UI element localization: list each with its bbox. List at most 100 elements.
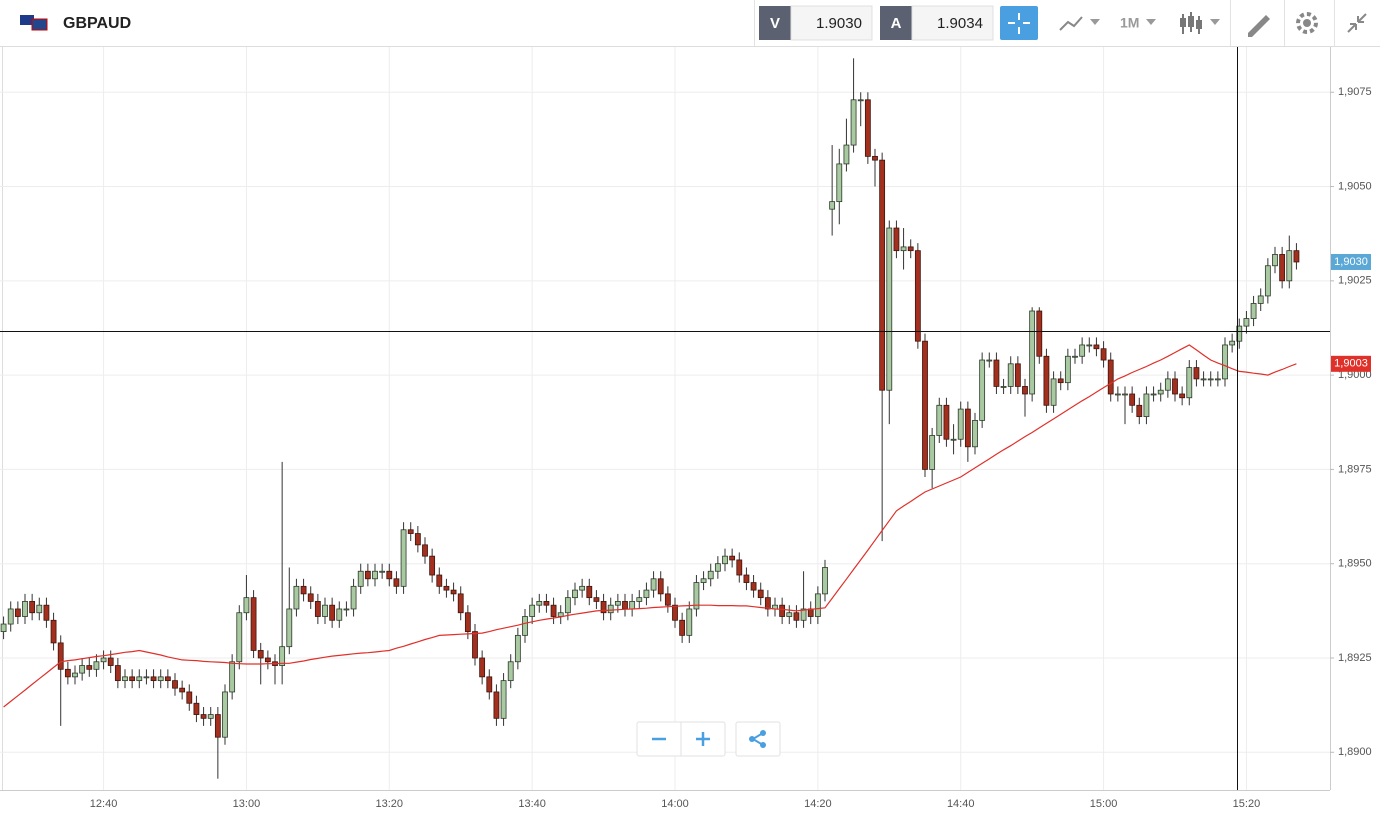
plot: 1,8900 1,8925 1,8950 1,8975 1,9000 1,9025 1,90… (0, 47, 1372, 810)
x-tick-label: 14:00 (661, 798, 689, 810)
symbol: GBPAUD (63, 15, 131, 32)
candle-body (1050, 378, 1057, 406)
candle-body (1022, 386, 1028, 395)
toolbar: GBPAUD V 1.9030 A 1.9034 1M (0, 0, 1380, 47)
candle-body (207, 714, 214, 719)
moving-average (3, 344, 1297, 708)
candles-icon-body (1196, 20, 1202, 29)
candle-body (407, 529, 414, 534)
candle-body (1172, 378, 1178, 395)
candle-body (36, 604, 43, 614)
bid-box (790, 5, 873, 41)
candle-body (450, 589, 457, 595)
draw-icon[interactable] (1248, 15, 1270, 37)
candle-body (964, 408, 971, 448)
candle-body (122, 676, 128, 682)
zoom-controls (636, 721, 781, 757)
settings-icon[interactable] (1296, 12, 1318, 34)
candle-body (757, 589, 764, 599)
candle-body (486, 676, 493, 693)
zoom-in[interactable] (696, 732, 710, 746)
x-tick-label: 15:00 (1090, 798, 1118, 810)
bid-label: V (770, 15, 780, 32)
candle-body (786, 612, 793, 617)
candle-body (379, 570, 386, 573)
candle-body (193, 702, 200, 715)
candle-body (1007, 363, 1014, 387)
candle-body (0, 623, 7, 632)
candle-body (686, 608, 693, 636)
candle-body (286, 608, 293, 648)
candle-body (929, 435, 936, 470)
candle-body (457, 593, 464, 614)
candle-body (886, 227, 893, 391)
candle-body (214, 714, 221, 738)
candle-body (1036, 310, 1043, 357)
chart-type-icon[interactable] (1059, 16, 1083, 31)
x-tick-label: 13:00 (233, 798, 261, 810)
candle-body (1250, 303, 1257, 319)
candle-body (1043, 355, 1050, 406)
candle-body (850, 99, 857, 146)
x-tick-label: 13:20 (376, 798, 404, 810)
candle-body (179, 687, 186, 693)
candle-body (1100, 348, 1107, 361)
ask-label: A (891, 15, 902, 32)
candle-body (500, 680, 507, 719)
candle-body (936, 404, 943, 436)
candle-body (536, 601, 543, 606)
price-tag (1331, 355, 1371, 372)
candle-body (636, 597, 643, 602)
candle-body (414, 533, 421, 546)
candle-body (200, 714, 207, 719)
candle-body (957, 408, 964, 440)
candle-body (314, 601, 321, 617)
candle-body (1000, 386, 1007, 388)
candle-body (222, 691, 228, 738)
candle-body (872, 155, 878, 161)
candle-body (307, 593, 314, 602)
candle-body (293, 585, 300, 610)
x-tick-label: 15:20 (1233, 798, 1261, 810)
candle-body (1186, 367, 1193, 399)
candle-body (814, 593, 821, 617)
candle-body (629, 601, 636, 610)
flag-gb (20, 15, 34, 25)
candle-body (436, 574, 443, 587)
candle-body (507, 661, 514, 682)
candle-body (1129, 393, 1136, 406)
candle-body (1029, 310, 1036, 395)
candle-body (322, 604, 328, 617)
candle-body (1243, 318, 1250, 327)
candle-body (843, 144, 850, 165)
candle-body (357, 570, 364, 587)
candle-body (607, 604, 614, 614)
dropdown (1090, 19, 1100, 25)
candle-body (550, 604, 557, 617)
bid-button[interactable] (759, 6, 791, 40)
candle-body (529, 604, 536, 617)
candle-body (643, 589, 650, 599)
y-tick-label: 1,8975 (1338, 463, 1372, 475)
candle-body (50, 619, 57, 644)
candle-body (622, 601, 628, 610)
candle-body (879, 159, 886, 391)
candle-body (893, 227, 900, 252)
candle-body (522, 616, 528, 636)
ask-button[interactable] (880, 6, 912, 40)
candle-body (114, 665, 121, 682)
candle-body (336, 608, 343, 621)
candle-body (564, 597, 571, 614)
collapse-icon[interactable] (1347, 13, 1367, 33)
candle-body (386, 570, 393, 580)
interval[interactable]: 1M (1120, 15, 1139, 31)
candle-body (364, 570, 371, 580)
candle-body (393, 578, 400, 587)
y-tick-label: 1,9000 (1338, 369, 1372, 381)
share-button[interactable] (735, 721, 781, 757)
candle-body (1272, 254, 1278, 267)
candle-body (979, 359, 986, 421)
bid-price: 1.9030 (816, 15, 862, 32)
crosshair-button[interactable] (1000, 6, 1038, 40)
